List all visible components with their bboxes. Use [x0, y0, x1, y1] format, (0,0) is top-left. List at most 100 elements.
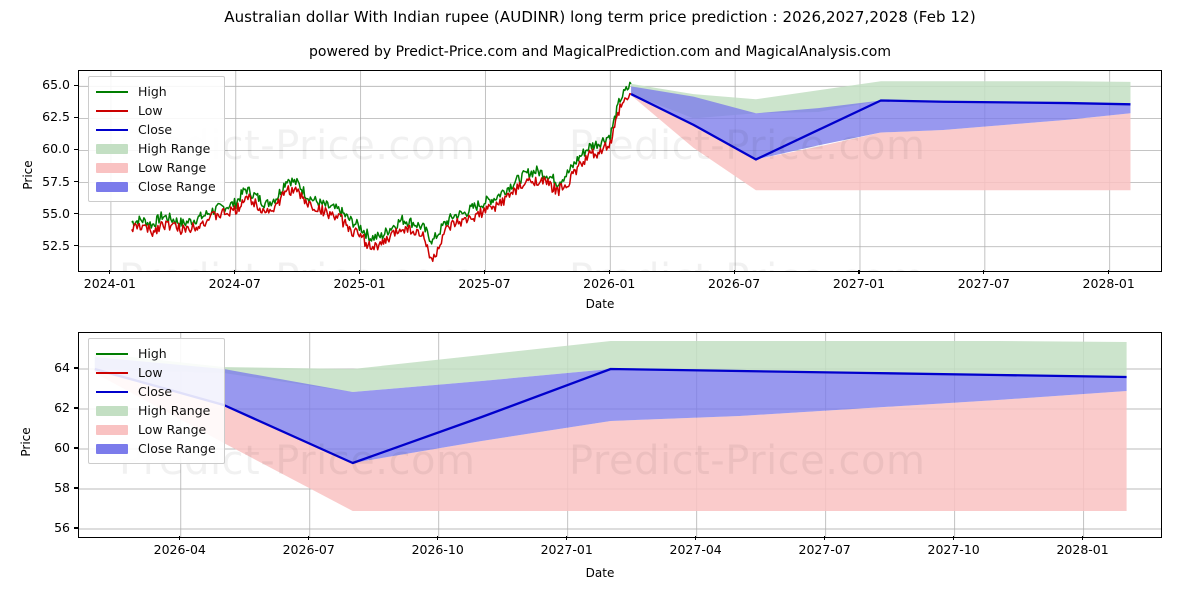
legend-swatch-fill [96, 390, 128, 393]
x-tick-label: 2026-07 [282, 542, 335, 557]
legend-item-low: Low [95, 101, 216, 120]
x-tick-mark [1082, 536, 1084, 540]
legend-item-label: Low Range [138, 422, 207, 437]
legend-item-close: Close [95, 382, 216, 401]
y-tick-mark [74, 245, 78, 247]
y-tick-mark [74, 487, 78, 489]
y-tick-label: 58 [54, 480, 70, 495]
x-tick-mark [179, 536, 181, 540]
legend-swatch-fill [96, 181, 128, 192]
y-tick-mark [74, 84, 78, 86]
y-tick-label: 52.5 [42, 237, 70, 253]
x-tick-mark [358, 270, 361, 274]
x-tick-label: 2024-07 [208, 276, 261, 291]
x-tick-label: 2026-01 [583, 276, 636, 291]
legend-item-label: High Range [138, 141, 211, 156]
legend-item-close-range: Close Range [95, 177, 216, 196]
legend-patch-swatch [95, 180, 129, 194]
x-tick-mark [695, 536, 697, 540]
legend-swatch-fill [96, 109, 128, 112]
bottom-chart-x-axis-label: Date [585, 566, 615, 580]
x-tick-mark [953, 536, 955, 540]
legend-item-label: Low Range [138, 160, 207, 175]
bottom-chart-plot-area: Predict-Price.com Predict-Price.com [78, 332, 1162, 538]
legend-item-label: Close [138, 384, 173, 399]
legend-item-low-range: Low Range [95, 420, 216, 439]
x-tick-mark [824, 536, 826, 540]
legend-patch-swatch [95, 142, 129, 156]
legend-item-close: Close [95, 120, 216, 139]
x-tick-label: 2028-01 [1082, 276, 1135, 291]
legend-item-label: Low [138, 365, 163, 380]
y-tick-label: 60 [54, 440, 70, 455]
legend-line-swatch [95, 385, 129, 399]
x-tick-mark [483, 270, 486, 274]
y-tick-label: 62 [54, 400, 70, 415]
legend-item-label: Close Range [138, 179, 216, 194]
top-chart-plot-area: Predict-Price.com Predict-Price.com Pred… [78, 70, 1162, 272]
x-tick-label: 2027-10 [927, 542, 980, 557]
legend-patch-swatch [95, 161, 129, 175]
x-tick-label: 2027-07 [957, 276, 1010, 291]
x-tick-mark [437, 536, 439, 540]
page-title: Australian dollar With Indian rupee (AUD… [224, 8, 976, 26]
y-tick-label: 56 [54, 520, 70, 535]
x-tick-label: 2026-07 [708, 276, 761, 291]
y-tick-mark [74, 212, 78, 215]
legend-item-low: Low [95, 363, 216, 382]
y-tick-label: 62.5 [42, 109, 70, 125]
x-tick-label: 2025-01 [333, 276, 386, 291]
x-tick-mark [733, 270, 735, 274]
legend-item-high-range: High Range [95, 139, 216, 158]
x-tick-label: 2027-04 [669, 542, 722, 557]
x-tick-label: 2026-10 [411, 542, 464, 557]
bottom-chart-legend: High Low Close High Range Low Range Close Ran… [88, 338, 225, 464]
legend-swatch-fill [96, 90, 128, 93]
bottom-chart-svg [79, 333, 1161, 537]
y-tick-mark [74, 447, 78, 449]
y-tick-label: 64 [54, 360, 70, 375]
x-tick-mark [109, 270, 111, 274]
x-tick-label: 2024-01 [83, 276, 136, 291]
legend-item-close-range: Close Range [95, 439, 216, 458]
legend-item-label: High Range [138, 403, 211, 418]
top-chart-svg [79, 71, 1161, 271]
y-tick-mark [74, 180, 78, 183]
y-tick-mark [74, 116, 78, 119]
legend-line-swatch [95, 366, 129, 380]
legend-item-high-range: High Range [95, 401, 216, 420]
legend-line-swatch [95, 123, 129, 137]
x-tick-label: 2027-01 [540, 542, 593, 557]
y-tick-label: 57.5 [42, 173, 70, 189]
x-tick-mark [234, 270, 236, 274]
top-chart-panel: Price Predict-Price.com Predict-Price.co… [21, 70, 1162, 311]
x-tick-mark [1108, 270, 1110, 274]
y-tick-label: 65.0 [42, 77, 70, 93]
legend-item-label: Close Range [138, 441, 216, 456]
legend-item-high: High [95, 82, 216, 101]
legend-line-swatch [95, 347, 129, 361]
legend-line-swatch [95, 85, 129, 99]
y-tick-label: 60.0 [42, 141, 70, 157]
legend-item-label: Close [138, 122, 173, 137]
x-tick-mark [608, 270, 610, 274]
legend-swatch-fill [96, 128, 128, 131]
legend-item-label: High [138, 84, 167, 99]
x-tick-mark [308, 536, 310, 540]
legend-item-low-range: Low Range [95, 158, 216, 177]
x-tick-label: 2028-01 [1056, 542, 1109, 557]
legend-item-label: High [138, 346, 167, 361]
y-tick-mark [74, 148, 78, 151]
y-tick-mark [74, 367, 78, 369]
y-tick-mark [74, 407, 78, 409]
legend-item-high: High [95, 344, 216, 363]
legend-patch-swatch [95, 442, 129, 456]
x-tick-mark [566, 536, 568, 540]
x-tick-mark [858, 270, 860, 274]
legend-swatch-fill [96, 405, 128, 416]
legend-patch-swatch [95, 423, 129, 437]
legend-swatch-fill [96, 443, 128, 454]
x-tick-label: 2026-04 [153, 542, 206, 557]
top-chart-legend: High Low Close High Range Low Range Close Ran… [88, 76, 225, 202]
